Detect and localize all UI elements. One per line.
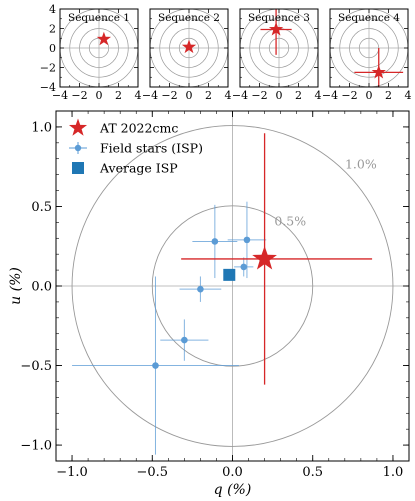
sequence-y-ticks (240, 8, 318, 88)
field-star-marker (152, 362, 159, 369)
sequence-x-tick-label: 0 (186, 89, 193, 102)
legend-field-icon (74, 144, 82, 152)
sequence-x-tick-label: 4 (225, 89, 232, 102)
sequence-x-tick-label: −2 (71, 89, 87, 102)
sequence-panel-4: Sequence 4 −4 −2 0 2 4 (322, 8, 412, 102)
sequence-x-tick-label: −4 (142, 89, 158, 102)
sequence-x-ticks: −4 −2 0 2 4 (142, 9, 232, 102)
sequence-x-ticks: −4 −2 0 2 4 (322, 9, 412, 102)
sequence-star-marker (96, 31, 112, 46)
circle-label-05: 0.5% (274, 214, 306, 229)
sequence-x-tick-label: 4 (315, 89, 322, 102)
average-isp-marker (223, 268, 236, 281)
sequence-x-ticks: −4 −2 0 2 4 (232, 9, 322, 102)
sequence-x-tick-label: 2 (205, 89, 212, 102)
field-star-marker (197, 285, 204, 293)
main-x-ticks: −1.0 −0.5 0.0 0.5 1.0 (56, 111, 403, 480)
y-axis-label: u (%) (8, 267, 24, 305)
sequence-star-marker (371, 64, 386, 79)
field-star-marker (181, 336, 188, 344)
target-at2022cmc (181, 133, 373, 385)
sequence-y-tick-label: 4 (49, 3, 56, 16)
sequence-x-tick-label: 2 (385, 89, 392, 102)
field-star-6 (72, 276, 239, 455)
sequence-title: Sequence 2 (158, 12, 220, 24)
field-star-marker (211, 238, 219, 245)
sequence-x-tick-label: 0 (276, 89, 283, 102)
sequence-star-marker (268, 21, 284, 36)
sequence-title: Sequence 1 (68, 12, 130, 24)
sequence-y-ticks: 4 2 0 −2 −4 (40, 3, 138, 94)
sequence-x-tick-label: −4 (52, 89, 68, 102)
sequence-x-tick-label: 2 (295, 89, 302, 102)
field-star-marker (243, 236, 251, 244)
sequence-y-tick-label: −2 (40, 62, 56, 75)
main-y-tick-label: 0.5 (31, 200, 52, 215)
sequence-x-tick-label: −2 (341, 89, 357, 102)
average-isp (223, 268, 236, 281)
main-x-tick-label: 0.0 (222, 465, 243, 480)
field-star-1 (192, 204, 238, 279)
sequence-title: Sequence 3 (248, 12, 310, 24)
main-y-tick-label: 0.0 (31, 280, 52, 295)
sequence-panel-3: Sequence 3 −4 −2 0 2 4 (232, 8, 322, 102)
legend-label-target: AT 2022cmc (99, 121, 178, 136)
target-star-marker (252, 245, 277, 270)
x-axis-label: q (%) (214, 482, 252, 498)
main-x-tick-label: −1.0 (56, 465, 88, 480)
legend-star-icon (68, 118, 88, 136)
sequence-x-tick-label: −4 (322, 89, 338, 102)
main-y-tick-label: 1.0 (31, 120, 52, 135)
sequence-x-tick-label: −2 (161, 89, 177, 102)
sequence-x-tick-label: −2 (251, 89, 267, 102)
legend-label-field: Field stars (ISP) (100, 141, 203, 156)
sequence-plot-area (150, 9, 228, 87)
main-y-tick-label: −1.0 (20, 439, 52, 454)
sequence-x-tick-label: 4 (405, 89, 412, 102)
main-x-tick-label: 1.0 (383, 465, 404, 480)
field-star-marker (240, 263, 248, 271)
sequence-plot-area (240, 9, 318, 87)
main-panel: 0.5%1.0%−1.0 −0.5 0.0 0.5 1.01.00.50.0−0.5−1… (8, 110, 410, 498)
sequence-plot-area (330, 9, 408, 87)
field-star-3 (234, 257, 254, 277)
pol-circle-2 (71, 125, 394, 447)
sequence-x-tick-label: −4 (232, 89, 248, 102)
sequence-plot-area (60, 9, 138, 87)
main-y-ticks: 1.0 0.5 0.0 −0.5 −1.0 (20, 120, 409, 454)
field-star-5 (160, 319, 209, 361)
main-plot-area (56, 111, 409, 461)
sequence-star-marker (181, 39, 197, 54)
legend-average-icon (72, 162, 84, 174)
sequence-y-tick-label: −4 (40, 81, 56, 94)
sequence-title: Sequence 4 (338, 12, 400, 24)
field-star-2 (227, 201, 267, 279)
sequence-x-tick-label: 2 (115, 89, 122, 102)
pol-circle-1 (151, 205, 314, 367)
sequence-y-tick-label: 2 (49, 23, 56, 36)
sequence-y-ticks (330, 8, 408, 88)
sequence-x-tick-label: 4 (135, 89, 142, 102)
field-star-4 (179, 276, 222, 302)
main-x-tick-label: −0.5 (136, 465, 168, 480)
sequence-x-tick-label: 0 (366, 89, 373, 102)
legend: AT 2022cmc Field stars (ISP) Average ISP (68, 118, 203, 176)
sequence-x-ticks: −4 −2 0 2 4 (52, 9, 142, 102)
main-x-tick-label: 0.5 (302, 465, 323, 480)
legend-label-average: Average ISP (99, 161, 178, 176)
sequence-panel-2: Sequence 2 −4 −2 0 2 4 (142, 8, 232, 102)
sequence-x-tick-label: 0 (96, 89, 103, 102)
sequence-y-ticks (150, 8, 228, 88)
main-y-tick-label: −0.5 (20, 359, 52, 374)
sequence-y-tick-label: 0 (49, 42, 56, 55)
circle-label-10: 1.0% (345, 156, 377, 171)
